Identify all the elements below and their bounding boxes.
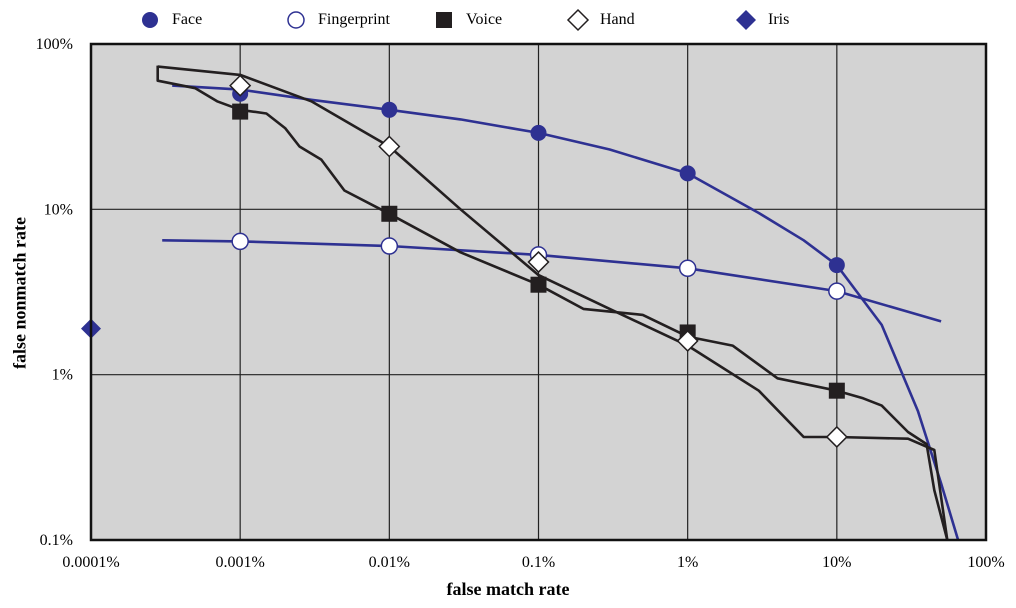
y-tick-label: 0.1% [40, 532, 73, 549]
hand-data-point [229, 74, 252, 97]
y-tick-label: 100% [36, 36, 73, 53]
fingerprint-data-point [380, 237, 399, 255]
legend-item-face: Face [138, 6, 202, 34]
legend-label: Fingerprint [318, 11, 390, 28]
voice-points [232, 103, 845, 399]
voice-data-point [232, 103, 249, 120]
y-tick-label: 1% [52, 367, 73, 384]
legend-marker-shape [436, 12, 452, 28]
x-axis-title: false match rate [446, 579, 570, 599]
x-tick-label: 0.0001% [62, 554, 119, 571]
y-tick-label: 10% [44, 201, 73, 218]
x-tick-label: 0.01% [369, 554, 410, 571]
fingerprint-data-point [231, 232, 249, 251]
plot-frame [89, 42, 988, 542]
legend-marker-face [142, 12, 158, 28]
fingerprint-curve [162, 239, 942, 323]
x-tick-label: 1% [677, 554, 698, 571]
legend-item-iris: Iris [734, 6, 789, 34]
hand-data-point [527, 250, 550, 274]
hand-points [229, 74, 848, 449]
legend-marker-shape [287, 11, 305, 29]
legend-marker-voice [436, 12, 452, 28]
legend-marker-hand [566, 8, 590, 32]
legend-marker-shape [142, 12, 158, 28]
x-tick-label: 100% [967, 554, 1004, 571]
x-tick-label: 0.1% [522, 554, 555, 571]
legend-label: Voice [466, 11, 503, 28]
face-data-point [381, 101, 398, 118]
x-tick-label: 0.001% [216, 554, 265, 571]
hand-curve [157, 65, 949, 540]
voice-data-point [381, 205, 398, 222]
face-data-point [530, 124, 547, 141]
fingerprint-data-point [678, 259, 697, 278]
legend-marker-iris [736, 10, 756, 30]
legend: Face Fingerprint Voice Hand Iris [0, 6, 1016, 34]
face-data-point [828, 257, 845, 274]
legend-item-voice: Voice [432, 6, 502, 34]
x-tick-label: 10% [822, 554, 851, 571]
legend-label: Face [172, 11, 203, 28]
legend-marker-fingerprint [287, 11, 305, 29]
face-data-point [679, 165, 696, 182]
hand-data-point [378, 135, 401, 158]
legend-label: Hand [600, 11, 635, 28]
hand-data-point [676, 329, 699, 352]
hand-data-point [825, 425, 848, 449]
legend-marker-shape [736, 10, 756, 30]
legend-marker-shape [566, 8, 590, 32]
voice-data-point [530, 276, 547, 293]
legend-label: Iris [768, 11, 790, 28]
legend-item-fingerprint: Fingerprint [284, 6, 390, 34]
fingerprint-data-point [828, 282, 846, 300]
y-axis-title: false nonmatch rate [9, 217, 30, 369]
voice-data-point [828, 382, 845, 399]
legend-item-hand: Hand [566, 6, 635, 34]
